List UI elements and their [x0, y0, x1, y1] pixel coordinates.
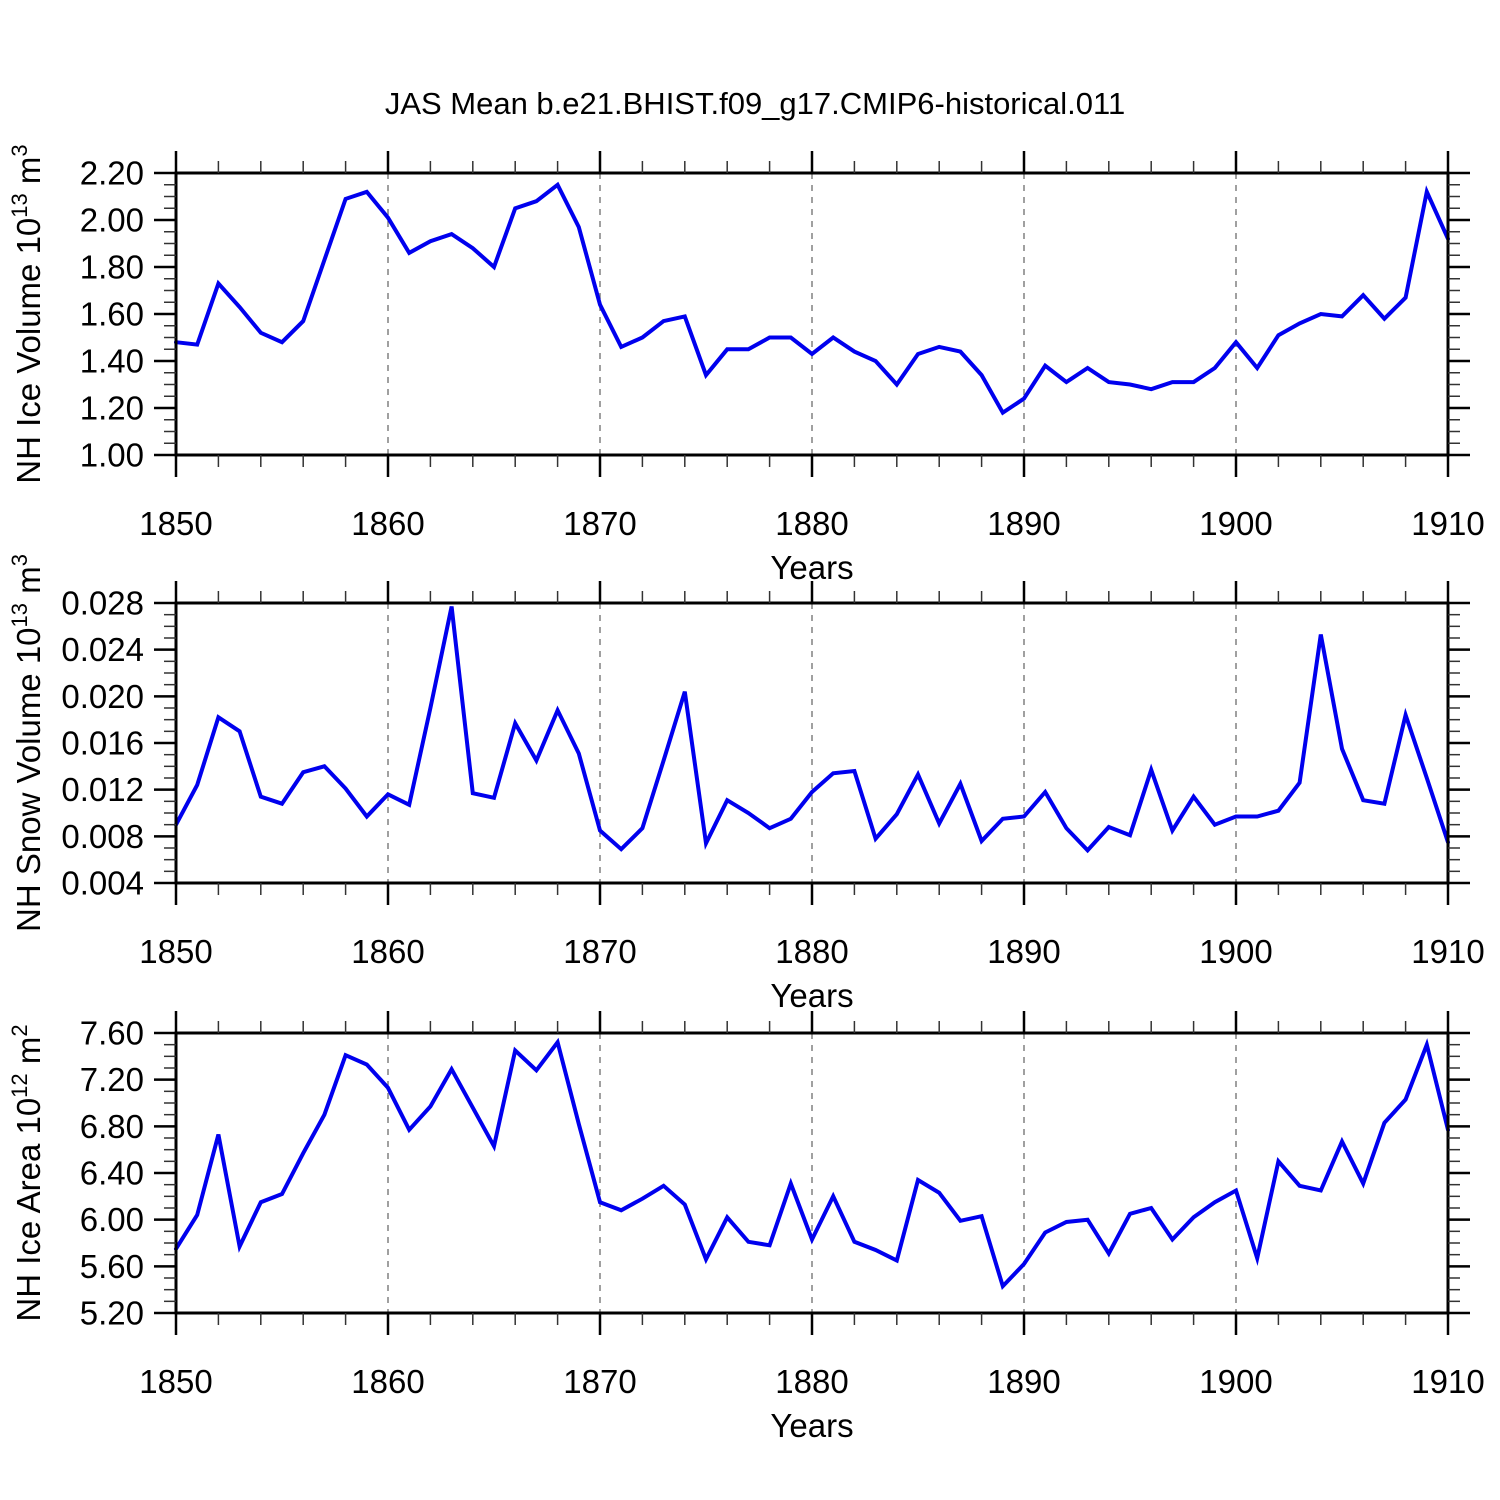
x-tick-label: 1910: [1411, 1363, 1484, 1400]
data-line-nh-ice-volume: [174, 181, 1450, 416]
x-tick-labels: 1850 1860 1870 1880 1890 1900 1910: [139, 505, 1484, 542]
x-ticks: [174, 581, 1450, 905]
x-tick-label: 1850: [139, 933, 212, 970]
panel-nh-ice-volume: 1.00 1.20 1.40 1.60 1.80 2.00 2.20 1850 1860 1870…: [7, 144, 1485, 586]
y-tick-labels: 5.20 5.60 6.00 6.40 6.80 7.20 7.60: [80, 1015, 144, 1332]
y-tick-label: 5.60: [80, 1248, 144, 1285]
y-tick-label: 0.008: [61, 818, 144, 855]
y-tick-label: 0.020: [61, 678, 144, 715]
x-ticks: [174, 151, 1450, 477]
y-tick-label: 1.20: [80, 390, 144, 427]
x-tick-labels: 1850 1860 1870 1880 1890 1900 1910: [139, 1363, 1484, 1400]
y-tick-label: 6.00: [80, 1201, 144, 1238]
x-ticks: [174, 1011, 1450, 1335]
y-tick-label: 7.60: [80, 1015, 144, 1052]
y-tick-label: 0.016: [61, 725, 144, 762]
plot-border: [174, 171, 1450, 457]
x-tick-label: 1870: [563, 505, 636, 542]
x-tick-label: 1900: [1199, 1363, 1272, 1400]
axis-ylabel: NH Ice Volume 1013 m3: [7, 144, 47, 483]
data-line-nh-snow-volume: [174, 606, 1450, 854]
y-tick-label: 2.00: [80, 202, 144, 239]
x-tick-label: 1890: [987, 505, 1060, 542]
y-tick-label: 0.024: [61, 631, 144, 668]
x-tick-label: 1850: [139, 1363, 212, 1400]
y-tick-labels: 0.004 0.008 0.012 0.016 0.020 0.024 0.028: [61, 585, 144, 902]
x-tick-label: 1850: [139, 505, 212, 542]
decade-gridlines: [387, 173, 1237, 455]
y-ticks: [154, 601, 1470, 885]
axis-ylabel: NH Ice Area 1012 m2: [7, 1024, 47, 1321]
y-tick-label: 0.012: [61, 771, 144, 808]
y-tick-label: 0.004: [61, 865, 144, 902]
x-tick-label: 1860: [351, 505, 424, 542]
y-tick-label: 5.20: [80, 1295, 144, 1332]
axis-xlabel: Years: [770, 1407, 853, 1444]
decade-gridlines: [387, 603, 1237, 883]
y-tick-label: 2.20: [80, 155, 144, 192]
x-tick-label: 1910: [1411, 505, 1484, 542]
y-ticks: [154, 1031, 1470, 1315]
y-tick-label: 7.20: [80, 1061, 144, 1098]
y-tick-label: 1.40: [80, 343, 144, 380]
x-tick-label: 1860: [351, 933, 424, 970]
x-tick-label: 1880: [775, 1363, 848, 1400]
decade-gridlines: [387, 1033, 1237, 1313]
x-tick-label: 1880: [775, 933, 848, 970]
y-tick-label: 6.80: [80, 1108, 144, 1145]
data-line-nh-ice-area: [174, 1037, 1450, 1291]
x-tick-label: 1900: [1199, 505, 1272, 542]
y-tick-labels: 1.00 1.20 1.40 1.60 1.80 2.00 2.20: [80, 155, 144, 474]
y-ticks: [154, 171, 1470, 457]
panel-nh-ice-area: 5.20 5.60 6.00 6.40 6.80 7.20 7.60 1850 1860 1870…: [7, 1011, 1485, 1444]
x-tick-label: 1890: [987, 1363, 1060, 1400]
y-tick-label: 1.60: [80, 296, 144, 333]
x-tick-label: 1870: [563, 1363, 636, 1400]
x-tick-labels: 1850 1860 1870 1880 1890 1900 1910: [139, 933, 1484, 970]
figure-title: JAS Mean b.e21.BHIST.f09_g17.CMIP6-histo…: [385, 86, 1125, 121]
y-tick-label: 1.00: [80, 437, 144, 474]
axis-ylabel: NH Snow Volume 1013 m3: [7, 554, 47, 932]
axis-xlabel: Years: [770, 977, 853, 1014]
x-tick-label: 1870: [563, 933, 636, 970]
x-tick-label: 1900: [1199, 933, 1272, 970]
axis-xlabel: Years: [770, 549, 853, 586]
y-tick-label: 6.40: [80, 1155, 144, 1192]
y-tick-label: 0.028: [61, 585, 144, 622]
x-tick-label: 1890: [987, 933, 1060, 970]
x-tick-label: 1860: [351, 1363, 424, 1400]
y-tick-label: 1.80: [80, 249, 144, 286]
x-tick-label: 1880: [775, 505, 848, 542]
x-tick-label: 1910: [1411, 933, 1484, 970]
